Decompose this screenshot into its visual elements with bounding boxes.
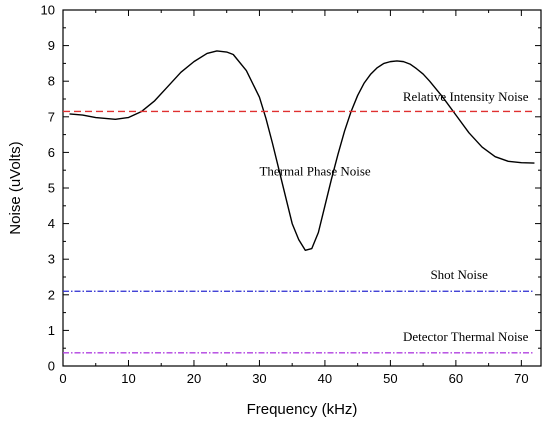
x-axis-title: Frequency (kHz): [247, 401, 358, 418]
y-tick-label: 8: [48, 74, 55, 89]
x-tick-label: 70: [514, 371, 528, 386]
annotation-label: Thermal Phase Noise: [259, 164, 370, 179]
y-tick-label: 0: [48, 359, 55, 374]
x-tick-label: 40: [318, 371, 332, 386]
y-tick-label: 5: [48, 181, 55, 196]
y-tick-label: 3: [48, 252, 55, 267]
x-tick-label: 20: [187, 371, 201, 386]
y-axis-title: Noise (uVolts): [7, 141, 24, 234]
annotation-label: Relative Intensity Noise: [403, 89, 529, 104]
series-layer: [63, 50, 535, 354]
annotation-layer: Relative Intensity Noise Thermal Phase No…: [259, 89, 528, 344]
y-tick-label: 4: [48, 216, 55, 231]
y-tick-label: 10: [41, 3, 55, 18]
y-tick-label: 6: [48, 145, 55, 160]
x-tick-label: 50: [383, 371, 397, 386]
x-tick-label: 10: [121, 371, 135, 386]
x-tick-label: 0: [59, 371, 66, 386]
series-line-thermal-phase-noise: [69, 50, 535, 252]
plot-frame: [62, 9, 542, 367]
x-tick-label: 60: [449, 371, 463, 386]
annotation-label: Shot Noise: [430, 267, 488, 282]
axes: 0 10 20 30 40 50 60 70 0 1 2 3 4 5 6 7 8 9 10: [41, 3, 542, 386]
y-tick-label: 2: [48, 287, 55, 302]
y-tick-label: 9: [48, 38, 55, 53]
y-tick-label: 1: [48, 323, 55, 338]
y-tick-label: 7: [48, 109, 55, 124]
x-tick-label: 30: [252, 371, 266, 386]
annotation-label: Detector Thermal Noise: [403, 329, 529, 344]
